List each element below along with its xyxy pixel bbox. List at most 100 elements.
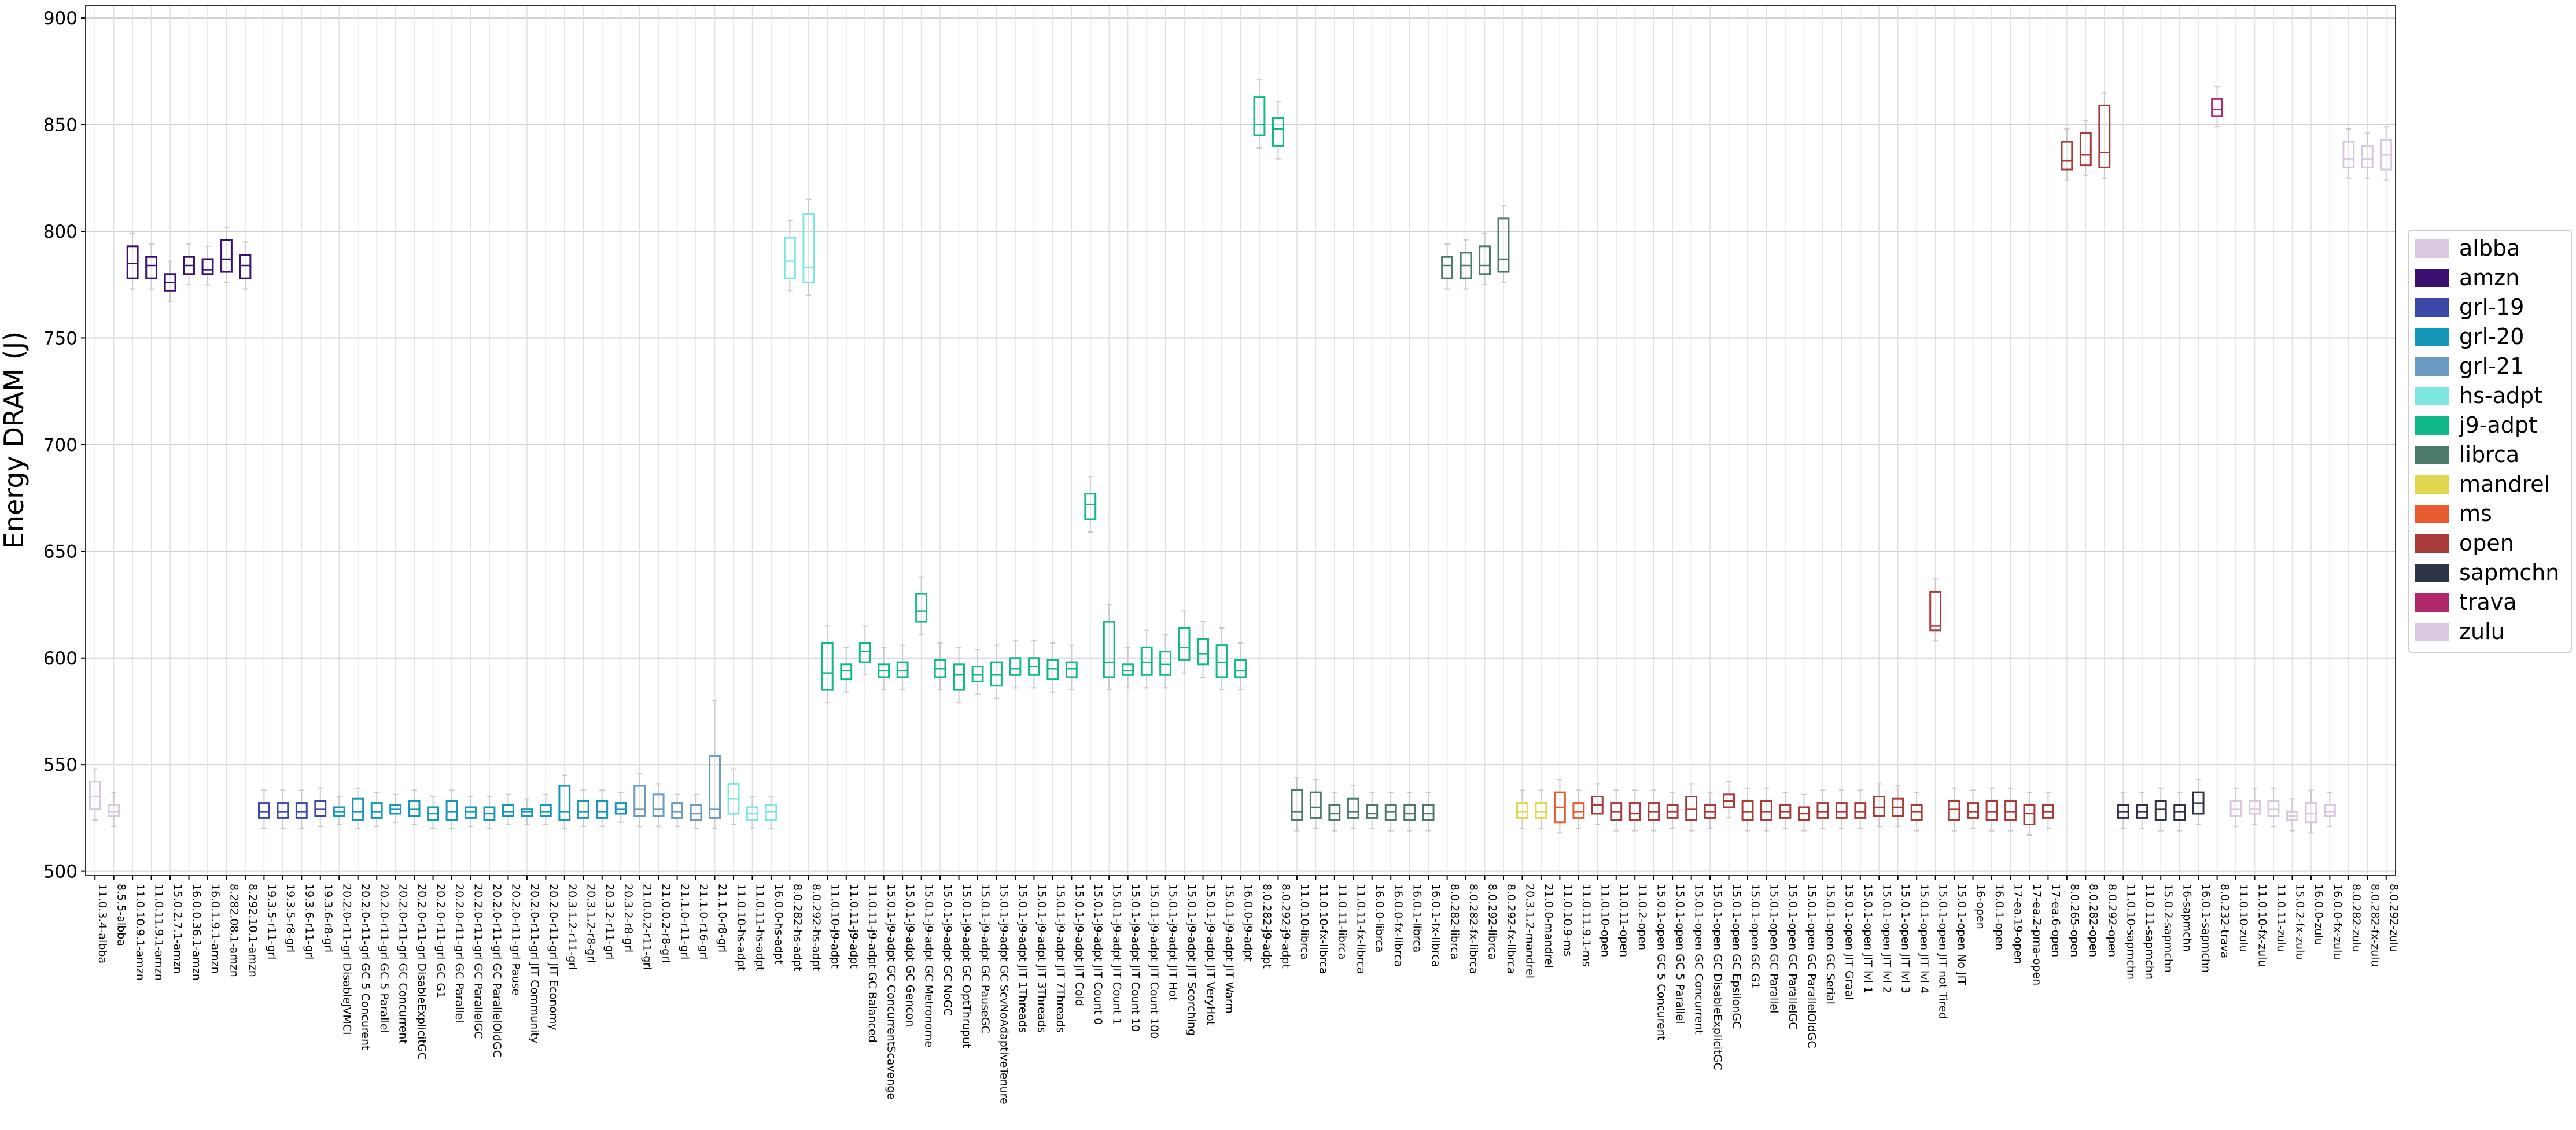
x-tick-label: 11.0.11-open xyxy=(1617,884,1630,957)
box xyxy=(2004,800,2017,821)
box xyxy=(1328,804,1341,821)
box xyxy=(633,785,646,817)
x-tick-label: 11.0.10-zulu xyxy=(2237,884,2250,952)
x-tick-label: 15.0.2-fx-zulu xyxy=(2293,884,2306,959)
x-tick-label: 15.0.1-j9-adpt JIT Count 10 xyxy=(1129,884,1142,1032)
box xyxy=(915,593,928,623)
box xyxy=(558,785,571,821)
x-tick-label: 15.0.1-open GC DisableExplicitGC xyxy=(1711,884,1724,1070)
box xyxy=(858,642,871,663)
box xyxy=(2249,800,2261,815)
box xyxy=(1422,804,1435,821)
legend-label: ms xyxy=(2459,501,2492,526)
x-tick-label: 15.0.2.7.1-amzn xyxy=(171,884,184,974)
x-tick-label: 20.2.0-r11-grl GC ParallelGC xyxy=(472,884,485,1039)
box xyxy=(671,802,684,819)
x-tick-label: 8.0.292-open xyxy=(2106,884,2118,957)
box xyxy=(2267,800,2280,817)
x-tick-label: 11.0.11-j9-adpt GC Balanced xyxy=(866,884,879,1043)
box xyxy=(1948,800,1960,821)
x-tick-label: 17-ea.19-open xyxy=(2012,884,2025,964)
box xyxy=(577,800,589,819)
x-tick-label: 19.3.5-r8-grl xyxy=(284,884,297,952)
x-tick-label: 8.282.08.1-amzn xyxy=(227,884,240,977)
box xyxy=(1985,800,1998,821)
x-tick-label: 15.0.1-open GC Parallel xyxy=(1767,884,1780,1013)
x-tick-label: 15.0.1-open JIT lvl 1 xyxy=(1862,884,1874,994)
legend-swatch xyxy=(2415,328,2449,346)
x-tick-label: 15.0.2-sapmchn xyxy=(2162,884,2175,973)
box xyxy=(370,802,383,819)
box xyxy=(990,661,1003,687)
x-tick-label: 20.3.1.2-r8-grl xyxy=(584,884,597,963)
x-tick-label: 16-open xyxy=(1974,884,1987,929)
x-tick-label: 11.0.3.4-albba xyxy=(96,884,109,963)
box xyxy=(257,802,270,819)
box xyxy=(1140,646,1153,676)
x-tick-label: 16-sapmchn xyxy=(2181,884,2194,952)
legend-label: mandrel xyxy=(2459,471,2550,497)
legend-swatch xyxy=(2415,298,2449,317)
box xyxy=(1122,663,1134,676)
x-tick-label: 20.2.0-r11-grl Pause xyxy=(509,884,522,995)
x-tick-label: 15.0.1-open GC ParallelOldGC xyxy=(1805,884,1818,1048)
x-tick-label: 11.0.10-open xyxy=(1598,884,1611,957)
box xyxy=(802,213,815,284)
box xyxy=(239,254,252,279)
box xyxy=(1084,493,1097,520)
box xyxy=(1065,661,1078,678)
box xyxy=(1816,802,1829,819)
x-tick-label: 11.0.11.9.1-amzn xyxy=(153,884,165,981)
legend-label: librca xyxy=(2459,442,2519,467)
box xyxy=(89,781,101,811)
x-tick-label: 21.1.0-r11-grl xyxy=(679,884,691,959)
box xyxy=(1760,800,1772,821)
x-tick-label: 8.0.282-j9-adpt xyxy=(1261,884,1273,969)
x-tick-label: 21.1.0-r8-grl xyxy=(716,884,729,952)
legend-swatch xyxy=(2415,623,2449,641)
x-tick-label: 11.0.2-open xyxy=(1636,884,1649,950)
x-tick-label: 11.0.11-librca xyxy=(1336,884,1348,959)
legend-frame xyxy=(2408,230,2572,653)
legend-swatch xyxy=(2415,475,2449,494)
x-tick-label: 17-ea.6-open xyxy=(2049,884,2062,957)
y-tick-label: 750 xyxy=(43,328,78,349)
x-tick-label: 20.2.0-r11-grl JIT Economy xyxy=(547,884,559,1031)
x-tick-label: 15.0.1-j9-adpt JIT Count 0 xyxy=(1092,884,1104,1025)
box xyxy=(1178,627,1191,661)
y-tick-label: 550 xyxy=(43,755,78,776)
x-tick-label: 15.0.1-open GC 5 Concurent xyxy=(1655,884,1668,1040)
legend-swatch xyxy=(2415,357,2449,376)
box xyxy=(1253,96,1266,136)
box xyxy=(108,804,120,817)
x-tick-label: 15.0.1-open No JIT xyxy=(1955,884,1968,985)
y-tick-label: 900 xyxy=(43,8,78,29)
box xyxy=(2061,141,2073,171)
box xyxy=(521,808,533,817)
legend-label: amzn xyxy=(2459,265,2519,290)
x-tick-label: 16.0.1-sapmchn xyxy=(2199,884,2212,973)
box xyxy=(840,663,853,681)
x-tick-label: 15.0.1-open GC Concurrent xyxy=(1693,884,1705,1035)
x-tick-label: 15.0.1-j9-adpt JIT Cold xyxy=(1073,884,1085,1006)
box xyxy=(596,800,609,819)
x-tick-label: 21.0.0.2-r11-grl xyxy=(641,884,654,970)
box xyxy=(1347,797,1359,819)
box xyxy=(652,793,665,817)
x-tick-label: 15.0.1-j9-adpt GC PauseGC xyxy=(979,884,992,1033)
x-tick-label: 15.0.1-j9-adpt GC ConcurrentScavenge xyxy=(885,884,898,1099)
x-tick-label: 8.292.10.1-amzn xyxy=(246,884,259,977)
legend-swatch xyxy=(2415,505,2449,523)
box xyxy=(1516,802,1528,819)
x-tick-label: 11.0.11-hs-adpt xyxy=(753,884,766,971)
legend-swatch xyxy=(2415,416,2449,435)
x-tick-label: 20.2.0-r11-grl GC 5 Concurent xyxy=(359,884,372,1050)
legend-label: trava xyxy=(2459,589,2517,615)
x-tick-label: 8.0.282-fx-librca xyxy=(1467,884,1480,974)
x-tick-label: 16.0.0.36.1-amzn xyxy=(190,884,203,981)
box xyxy=(1929,590,1942,632)
legend-label: zulu xyxy=(2459,619,2505,644)
x-tick-label: 20.2.0-r11-grl GC Parallel xyxy=(453,884,466,1023)
legend-swatch xyxy=(2415,534,2449,553)
